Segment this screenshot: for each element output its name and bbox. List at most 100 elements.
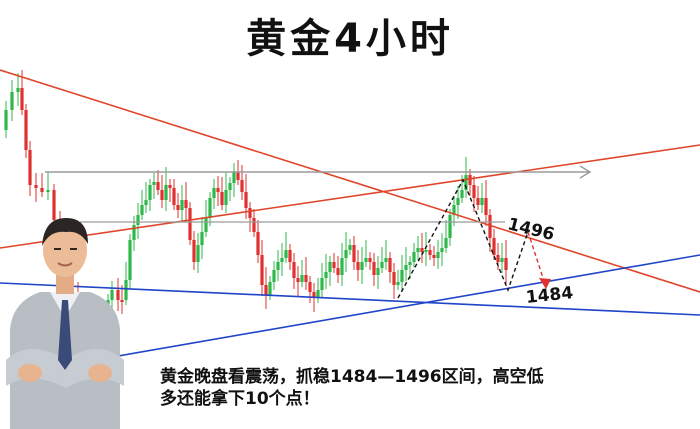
candle-body	[34, 185, 38, 188]
candle-body	[316, 290, 320, 298]
candle-body	[304, 275, 308, 282]
candle-body	[4, 110, 8, 130]
candle-body	[156, 182, 160, 190]
candle-body	[384, 258, 388, 262]
candle-body	[352, 245, 356, 262]
candle-body	[396, 282, 400, 285]
target-arrowhead	[539, 278, 551, 289]
candle-body	[172, 188, 176, 205]
candle-body	[144, 200, 148, 205]
candle-body	[28, 150, 32, 185]
presenter-figure-icon	[6, 218, 124, 429]
candle-body	[120, 300, 124, 302]
annotation-lines	[0, 69, 700, 361]
candle-body	[432, 255, 436, 258]
chart-title: 黄金4小时	[246, 16, 454, 62]
uptrend-channel-line	[0, 144, 700, 249]
candle-body	[260, 255, 264, 285]
candle-body	[40, 188, 44, 192]
candle-body	[164, 185, 168, 200]
candle-body	[224, 190, 228, 205]
candle-body	[132, 225, 136, 240]
candle-body	[236, 172, 240, 180]
candle-body	[296, 278, 300, 282]
candle-body	[412, 252, 416, 262]
candle-body	[368, 258, 372, 262]
candle-body	[476, 198, 480, 205]
candle-body	[424, 250, 428, 252]
candle-body	[500, 258, 504, 262]
target-path	[527, 231, 546, 285]
candle-body	[420, 248, 424, 252]
candle-body	[380, 262, 384, 268]
candle-body	[116, 290, 120, 300]
caption: 黄金晚盘看震荡，抓稳1484—1496区间，高空低 多还能拿下10个点！	[160, 366, 690, 410]
candle-body	[184, 200, 188, 208]
candle-body	[388, 258, 392, 272]
candle-body	[46, 190, 50, 192]
candle-body	[404, 265, 408, 270]
candle-body	[268, 282, 272, 295]
candle-body	[10, 92, 14, 110]
range-top-arrowhead	[579, 165, 592, 179]
candle-body	[492, 238, 496, 255]
rising-support-line	[94, 254, 700, 361]
caption-line-2: 多还能拿下10个点！	[160, 389, 320, 409]
candle-body	[180, 200, 184, 210]
candle-body	[188, 208, 192, 240]
candle-body	[456, 198, 460, 205]
candle-body	[308, 282, 312, 292]
candle-body	[244, 192, 248, 208]
candle-body	[460, 190, 464, 198]
candle-body	[212, 188, 216, 198]
candle-body	[408, 262, 412, 265]
candle-body	[340, 258, 344, 275]
candle-body	[192, 240, 196, 262]
candle-body	[152, 182, 156, 185]
candle-body	[364, 258, 368, 262]
candle-body	[292, 262, 296, 278]
candle-body	[300, 275, 304, 282]
candle-body	[348, 245, 352, 250]
candle-body	[276, 262, 280, 270]
candle-body	[344, 250, 348, 258]
candle-body	[196, 245, 200, 262]
candle-body	[252, 218, 256, 232]
candle-body	[400, 270, 404, 282]
candle-body	[16, 88, 20, 92]
candle-body	[228, 183, 232, 190]
candle-body	[248, 208, 252, 218]
candle-body	[160, 190, 164, 200]
downtrend-line	[0, 69, 700, 293]
candle-body	[436, 252, 440, 258]
candle-body	[110, 290, 114, 300]
candle-body	[360, 262, 364, 270]
candle-body	[468, 175, 472, 185]
candle-body	[376, 268, 380, 275]
candle-body	[288, 250, 292, 262]
candle-body	[440, 248, 444, 252]
candle-body	[504, 258, 508, 270]
candle-body	[284, 250, 288, 258]
caption-line-1: 黄金晚盘看震荡，抓稳1484—1496区间，高空低	[160, 367, 544, 387]
candle-body	[332, 262, 336, 268]
candle-body	[428, 250, 432, 255]
candle-body	[52, 190, 56, 220]
lower-support-line	[0, 282, 700, 316]
candle-body	[324, 272, 328, 278]
candle-body	[204, 218, 208, 232]
candle-body	[416, 248, 420, 252]
candle-body	[448, 215, 452, 238]
candle-body	[280, 258, 284, 262]
candle-body	[256, 232, 260, 255]
candle-body	[124, 280, 128, 300]
candle-body	[472, 185, 476, 198]
candle-body	[496, 255, 500, 262]
candle-body	[136, 215, 140, 225]
candle-body	[20, 88, 24, 110]
candle-body	[480, 198, 484, 205]
candle-body	[320, 278, 324, 290]
candle-body	[24, 110, 28, 150]
candle-body	[272, 270, 276, 282]
